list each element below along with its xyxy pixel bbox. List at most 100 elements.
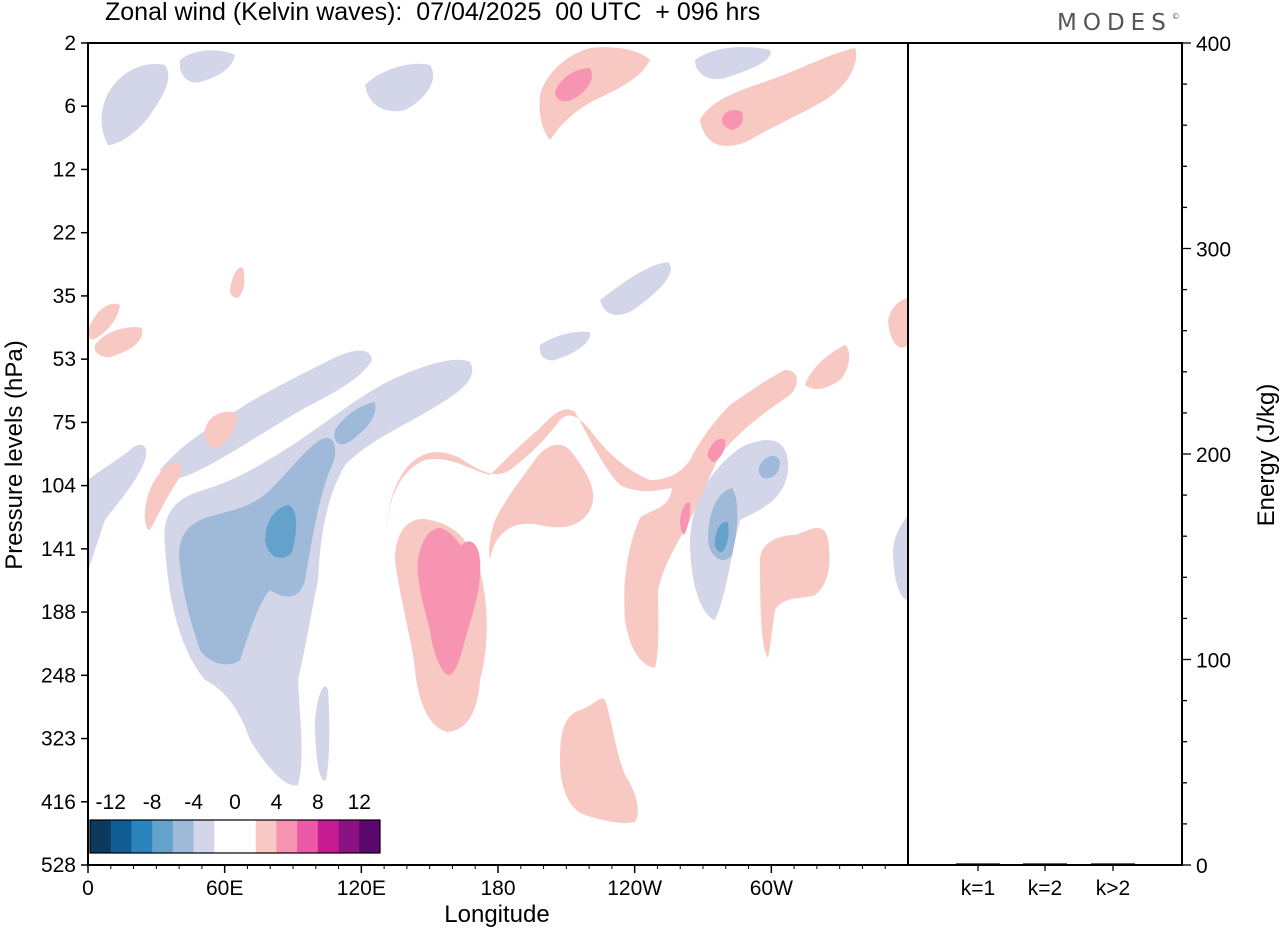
negative-lobe-west xyxy=(690,440,789,620)
positive-core-strat-1 xyxy=(555,68,593,102)
x-tick-label: 120W xyxy=(607,877,662,900)
colorbar-swatch xyxy=(214,820,236,853)
x-tick-label: 60E xyxy=(206,877,243,900)
positive-anomaly-lobes xyxy=(88,47,908,823)
logo-text: MODES xyxy=(1057,10,1172,36)
positive-core-central xyxy=(417,528,481,675)
colorbar-swatch xyxy=(110,820,132,853)
y-tick-label: 141 xyxy=(41,538,76,561)
positive-lobe-east xyxy=(760,528,830,658)
energy-category-label: k=2 xyxy=(1028,877,1062,900)
energy-bar xyxy=(1023,863,1067,865)
energy-category-label: k>2 xyxy=(1096,877,1130,900)
energy-tick-label: 0 xyxy=(1196,855,1208,878)
y-tick-label: 53 xyxy=(53,348,76,371)
energy-category-label: k=1 xyxy=(961,877,995,900)
positive-core-east-2 xyxy=(680,502,691,535)
negative-lobe-stratos-4 xyxy=(695,47,771,80)
modes-logo: MODES© xyxy=(1057,10,1180,36)
y-tick-label: 528 xyxy=(41,854,76,877)
x-tick-label: 180 xyxy=(480,877,515,900)
energy-tick-label: 100 xyxy=(1196,650,1231,673)
colorbar-label: 4 xyxy=(271,791,283,814)
colorbar-swatch xyxy=(338,820,360,853)
colorbar-label: -8 xyxy=(143,791,162,814)
negative-lobe-main xyxy=(164,359,473,786)
negative-lobe-stratos-3 xyxy=(365,63,434,112)
negative-lobe-left-edge xyxy=(88,444,147,570)
positive-lobe-strat-3 xyxy=(88,303,120,340)
y-tick-label: 416 xyxy=(41,791,76,814)
negative-core-diag xyxy=(334,402,376,445)
positive-lobe-small-1 xyxy=(204,411,237,448)
y-tick-label: 6 xyxy=(64,95,76,118)
colorbar-label: 8 xyxy=(312,791,324,814)
negative-lobe-stratos-2 xyxy=(179,50,235,83)
negative-core-main xyxy=(179,438,336,665)
y-axis-title: Pressure levels (hPa) xyxy=(1,340,28,569)
x-tick-label: 60W xyxy=(750,877,793,900)
y-tick-label: 104 xyxy=(41,475,76,498)
chart-title: Zonal wind (Kelvin waves): 07/04/2025 00… xyxy=(105,0,761,26)
negative-lobe-column xyxy=(315,686,330,781)
colorbar-swatch xyxy=(90,820,112,853)
x-tick-label: 0 xyxy=(82,877,94,900)
colorbar-label: 0 xyxy=(229,791,241,814)
negative-core-west-2 xyxy=(758,455,780,479)
negative-lobe-right-edge xyxy=(893,515,908,600)
negative-peak-main xyxy=(265,505,297,558)
energy-tick-label: 200 xyxy=(1196,444,1231,467)
positive-lobe-strat-1 xyxy=(539,47,650,140)
positive-lobe-pacific xyxy=(489,444,594,560)
energy-bar xyxy=(1091,863,1135,865)
energy-bars: k=1 k=2 k>2 xyxy=(956,863,1135,900)
negative-lobe-mid-strat xyxy=(539,331,591,361)
colorbar-swatch xyxy=(172,820,194,853)
y-tick-label: 2 xyxy=(64,32,76,55)
pressure-axis: 2 6 12 22 35 53 75 104 141 188 248 323 416 528 xyxy=(41,32,88,877)
logo-mark: © xyxy=(1171,12,1180,21)
colorbar-swatch xyxy=(235,820,257,853)
colorbar-legend: -12 -8 -4 0 4 8 12 xyxy=(89,791,381,854)
y-tick-label: 188 xyxy=(41,601,76,624)
colorbar-swatch xyxy=(359,820,381,853)
positive-lobe-east-up xyxy=(805,345,850,390)
y-tick-label: 35 xyxy=(53,285,76,308)
y-tick-label: 22 xyxy=(53,222,76,245)
colorbar-swatch xyxy=(317,820,339,853)
colorbar-swatch xyxy=(131,820,153,853)
colorbar-swatch xyxy=(193,820,215,853)
colorbar-swatch xyxy=(152,820,174,853)
positive-core-east-1 xyxy=(707,438,726,462)
energy-tick-label: 400 xyxy=(1196,33,1231,56)
colorbar-swatch xyxy=(276,820,298,853)
longitude-axis: 0 60E 120E 180 120W 60W xyxy=(82,865,886,900)
positive-lobe-small-2 xyxy=(144,461,182,530)
energy-tick-label: 300 xyxy=(1196,239,1231,262)
negative-lobe-stratos-1 xyxy=(101,64,169,145)
colorbar-swatch xyxy=(255,820,277,853)
y-tick-label: 75 xyxy=(53,411,76,434)
energy-bar xyxy=(956,863,1000,865)
energy-axis-title: Energy (J/kg) xyxy=(1253,384,1280,527)
y-tick-label: 248 xyxy=(41,664,76,687)
negative-lobe-upper-tropo xyxy=(600,262,671,315)
colorbar-frame xyxy=(89,819,381,854)
colorbar-label: -12 xyxy=(96,791,126,814)
colorbar-label: 12 xyxy=(348,791,371,814)
colorbar-swatch xyxy=(297,820,319,853)
wind-contour-field xyxy=(88,47,908,823)
energy-axis: 0 100 200 300 400 xyxy=(1182,33,1231,878)
y-tick-label: 12 xyxy=(53,158,76,181)
positive-lobe-deep xyxy=(560,698,638,823)
x-tick-label: 120E xyxy=(337,877,386,900)
positive-lobe-small-3 xyxy=(230,267,245,298)
positive-lobe-right-edge xyxy=(888,298,908,348)
negative-anomaly-lobes xyxy=(88,47,908,786)
positive-core-strat-2 xyxy=(721,110,743,130)
y-tick-label: 323 xyxy=(41,728,76,751)
positive-lobe-strat-4 xyxy=(94,327,143,358)
positive-lobe-central xyxy=(385,370,797,668)
negative-peak-west xyxy=(714,521,729,552)
